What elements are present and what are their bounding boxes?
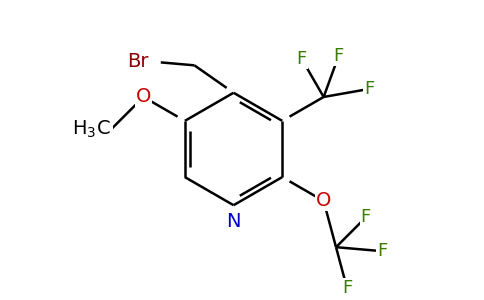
Text: F: F <box>342 279 352 297</box>
Text: F: F <box>361 208 371 226</box>
Text: O: O <box>316 191 332 211</box>
Text: F: F <box>377 242 387 260</box>
Text: F: F <box>297 50 307 68</box>
Text: H: H <box>96 120 111 139</box>
Text: $\mathregular{H_3C}$: $\mathregular{H_3C}$ <box>72 119 111 140</box>
Text: F: F <box>364 80 374 98</box>
Text: Br: Br <box>127 52 149 71</box>
Text: N: N <box>227 212 241 231</box>
Text: O: O <box>136 88 151 106</box>
Text: F: F <box>333 47 344 65</box>
